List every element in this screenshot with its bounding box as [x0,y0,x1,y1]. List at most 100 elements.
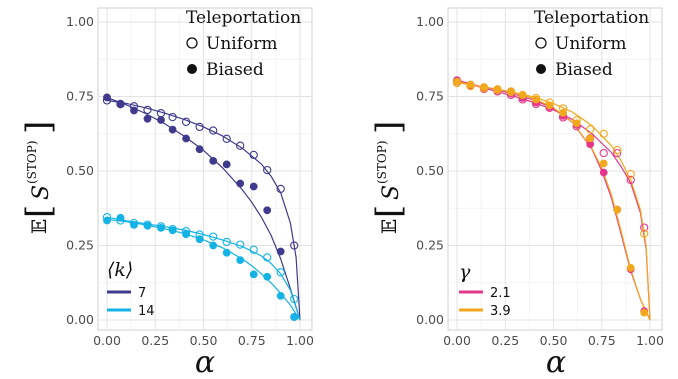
marker-legend-item-uniform-right: Uniform [555,34,627,54]
data-point-open [290,294,299,304]
y-tick-label: 0.75 [416,89,444,104]
data-point-open [195,122,204,132]
data-point-filled [276,247,285,256]
marker-legend-title-right: Teleportation [534,8,649,28]
y-axis-bracket-close-right: ] [369,121,409,134]
data-point-filled [599,168,608,177]
data-point-filled [263,206,272,215]
legend-filled-circle-left [187,64,197,74]
data-point-filled [103,93,111,102]
legend-open-circle-right [535,37,547,49]
y-axis-label-prefix-left: 𝔼 [27,219,51,234]
data-point-open [586,125,595,134]
y-axis-label-prefix-right: 𝔼 [377,219,401,234]
data-point-filled [182,230,190,239]
y-tick-label: 0.50 [66,163,94,178]
y-axis-label-symbol-right: S [379,185,404,200]
series-legend-label-3-9: 3.9 [490,304,511,319]
series-legend-left: ⟨k⟩ 7 14 [107,259,155,319]
x-tick-label: 1.00 [286,333,314,348]
x-tick-label: 0.75 [588,333,616,348]
data-point-filled [143,114,152,123]
data-point-filled [103,216,111,225]
y-axis-label-sup-right: (STOP) [375,141,389,185]
y-tick-label: 1.00 [66,14,94,29]
data-point-filled [116,99,125,108]
y-axis-label-symbol-left: S [29,185,54,200]
data-point-filled [209,241,218,250]
data-point-filled [545,101,554,110]
data-point-filled [222,160,231,169]
data-point-filled [453,77,461,86]
data-point-filled [168,125,177,134]
data-point-filled [599,159,608,168]
y-tick-label: 0.75 [66,89,94,104]
fit-curve [106,99,301,321]
data-point-filled [507,87,515,95]
grid-right [447,7,663,331]
panel-right: 0.00 0.25 0.50 0.75 1.00 0.00 0.25 0.50 0.75 1.0… [369,7,664,379]
x-tick-label: 0.50 [190,333,218,348]
marker-legend-right: Teleportation Uniform Biased [534,8,649,80]
data-point-open [143,105,152,115]
data-point-open [181,117,191,126]
x-ticks-left: 0.00 0.25 0.50 0.75 1.00 [93,333,314,348]
data-point-open [249,150,258,160]
data-point-filled [466,80,475,89]
data-point-filled [572,119,581,128]
x-tick-label: 0.75 [238,333,266,348]
data-point-filled [532,95,540,104]
data-point-filled [493,85,502,93]
data-point-filled [518,91,527,99]
x-ticks-right: 0.00 0.25 0.50 0.75 1.00 [443,333,664,348]
x-tick-label: 0.25 [141,333,169,348]
data-point-open [613,145,622,155]
series-legend-label-2-1: 2.1 [490,286,511,301]
data-point-filled [626,263,635,272]
data-point-open [168,112,177,122]
y-tick-label: 0.00 [416,312,444,327]
data-point-open [640,229,649,238]
data-point-open [613,148,622,158]
data-point-filled [182,134,190,143]
data-point-filled [157,223,165,232]
y-tick-label: 0.25 [416,238,444,253]
data-point-filled [130,220,138,229]
data-point-filled [586,134,595,143]
data-point-open [222,237,231,247]
data-point-filled [249,270,258,279]
marker-legend-item-biased-left: Biased [206,60,264,80]
data-point-filled [168,226,177,235]
data-point-open [263,253,272,262]
plot-frame [97,7,313,331]
data-point-open [263,165,272,175]
data-point-open [156,109,166,118]
x-tick-label: 1.00 [636,333,664,348]
data-point-filled [116,213,125,222]
data-point-open [276,268,285,277]
data-point-filled [195,235,204,244]
y-tick-label: 0.50 [416,163,444,178]
data-point-filled [209,156,218,165]
data-point-filled [559,109,567,117]
x-tick-label: 0.00 [93,333,121,348]
data-point-filled [195,145,204,154]
legend-filled-circle-right [536,64,546,74]
points-left [102,93,299,321]
data-point-filled [236,256,245,264]
y-ticks-right: 0.00 0.25 0.50 0.75 1.00 [416,14,444,327]
x-axis-label-right: α [546,345,566,379]
x-axis-label-left: α [195,345,215,379]
data-point-filled [249,182,258,191]
data-point-open [290,241,299,250]
series-legend-title-right: γ [459,261,471,283]
data-point-open [276,184,285,194]
data-point-open [209,232,218,241]
marker-legend-item-uniform-left: Uniform [206,34,278,54]
grid-left [97,7,313,331]
marker-legend-item-biased-right: Biased [555,60,613,80]
data-point-open [236,141,245,150]
marker-legend-left: Teleportation Uniform Biased [186,8,301,80]
plot-frame [447,7,663,331]
